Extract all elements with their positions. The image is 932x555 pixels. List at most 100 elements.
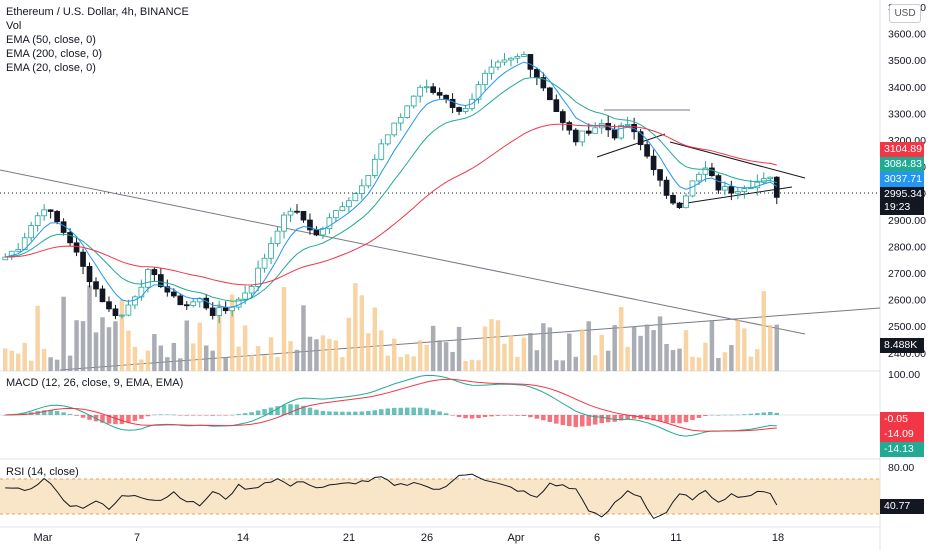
volume-bar (93, 332, 99, 371)
macd-histogram-bar (502, 415, 507, 416)
macd-histogram-bar (696, 415, 702, 418)
volume-bar (638, 335, 643, 371)
volume-bar (528, 332, 533, 371)
macd-histogram-bar (644, 415, 650, 420)
candle-body (190, 301, 197, 306)
ema50-line (5, 77, 777, 302)
candle-body (696, 173, 702, 182)
macd-histogram-bar (761, 412, 767, 415)
ema50-label[interactable]: EMA (50, close, 0) (6, 34, 96, 46)
volume-bar (625, 346, 630, 371)
volume-bar (203, 345, 209, 371)
triangle-upper[interactable] (669, 141, 806, 179)
macd-histogram-bar (573, 415, 579, 428)
volume-bar (430, 325, 436, 371)
macd-histogram-bar (664, 415, 669, 423)
candle-body (773, 176, 780, 198)
volume-bar (450, 351, 455, 371)
volume-bar (165, 357, 170, 371)
macd-histogram-bar (54, 410, 60, 415)
candle-body (307, 219, 313, 231)
macd-histogram-bar (171, 414, 177, 416)
candle-body (397, 117, 404, 124)
trendline-descending[interactable] (0, 169, 806, 335)
ema-lines (5, 61, 778, 308)
volume-bar (353, 283, 358, 371)
candle-body (86, 266, 93, 283)
volume-bar (417, 340, 423, 371)
ema200-label[interactable]: EMA (200, close, 0) (6, 48, 102, 60)
macd-histogram-bar (755, 413, 760, 415)
volume-bar (262, 355, 267, 371)
bar-countdown: 19:23 (884, 201, 911, 213)
volume-bar (580, 329, 585, 371)
candle-body (423, 86, 430, 89)
macd-histogram-bar (489, 415, 494, 417)
vol-label[interactable]: Vol (6, 20, 22, 32)
candle-body (358, 185, 365, 194)
candle-body (553, 99, 560, 112)
candle-body (384, 134, 391, 145)
macd-histogram-bar (612, 415, 617, 422)
volume-bar (372, 307, 378, 371)
macd-histogram-bar (703, 415, 708, 416)
volume-bar (281, 287, 287, 371)
volume-bar (586, 321, 591, 371)
macd-histogram-bar (437, 411, 442, 415)
ema200-line (5, 123, 777, 286)
macd-histogram-bar (379, 409, 384, 415)
time-tick-label: 26 (421, 532, 433, 544)
macd-histogram-bar (690, 415, 695, 421)
ema20-label[interactable]: EMA (20, close, 0) (6, 62, 96, 74)
currency-button[interactable]: USD (889, 4, 921, 23)
macd-histogram-bar (87, 415, 92, 420)
macd-label[interactable]: MACD (12, 26, close, 9, EMA, EMA) (6, 377, 184, 389)
volume-bar (87, 285, 92, 371)
triangle-lower[interactable] (679, 186, 793, 205)
volume-bar (748, 356, 754, 371)
candle-body (326, 217, 333, 229)
macd-histogram-bar (223, 415, 228, 416)
volume-bar (573, 356, 579, 371)
candle-body (650, 155, 657, 170)
volume-bar (599, 334, 604, 371)
volume-bar (340, 357, 345, 371)
volume-bar (729, 345, 734, 371)
last-price-value: 2995.34 (884, 188, 922, 200)
time-tick-label: 18 (772, 532, 784, 544)
time-axis[interactable]: Mar 7 14 21 26 Apr 6 11 18 (34, 532, 785, 544)
candle-body (274, 230, 281, 245)
macd-histogram-bar (456, 415, 462, 418)
macd-histogram-bar (417, 407, 423, 415)
price-axis[interactable]: 3700.003600.003500.003400.003300.003200.… (888, 2, 926, 474)
rsi-label[interactable]: RSI (14, close) (6, 466, 79, 478)
candle-body (676, 202, 683, 209)
volume-bar (443, 342, 449, 371)
macd-histogram-bar (592, 415, 598, 425)
volume-bar (314, 339, 319, 371)
trendline-ascending[interactable] (59, 307, 881, 371)
macd-histogram-bar (541, 415, 546, 421)
rsi-pane (5, 473, 778, 520)
volume-bar (683, 330, 689, 371)
candle-body (333, 210, 339, 219)
symbol-title[interactable]: Ethereum / U.S. Dollar, 4h, BINANCE (6, 6, 189, 18)
candle-body (203, 297, 210, 309)
macd-histogram-bar (586, 415, 591, 426)
candle-body (417, 86, 424, 97)
candle-body (534, 68, 540, 78)
macd-histogram-bar (567, 415, 572, 427)
macd-histogram-bar (521, 415, 527, 416)
candle-body (34, 215, 41, 226)
price-tick-label: 3500.00 (888, 55, 926, 67)
range-bottom-line[interactable] (596, 133, 666, 158)
macd-histogram-bar (346, 411, 352, 415)
volume-bar (690, 356, 695, 371)
rsi-value-tag: 40.77 (880, 499, 924, 514)
volume-bar (482, 326, 488, 371)
volume-bar (502, 343, 507, 371)
macd-histogram-bar (547, 415, 553, 422)
candle-body (294, 210, 300, 213)
